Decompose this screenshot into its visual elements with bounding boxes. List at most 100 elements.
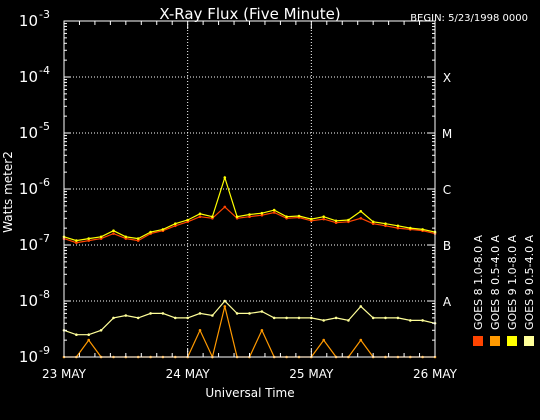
data-point (334, 219, 338, 223)
data-point (347, 218, 350, 222)
data-point (124, 235, 128, 239)
data-point (136, 239, 140, 242)
data-point (396, 226, 400, 230)
y-tick-label-exponent: -5 (39, 120, 50, 133)
data-point (136, 316, 140, 320)
legend-swatch (524, 336, 534, 346)
y-tick-label: 10 (19, 68, 38, 86)
data-point (223, 205, 227, 209)
begin-timestamp: BEGIN: 5/23/1998 0000 (410, 13, 528, 24)
data-point (87, 239, 90, 242)
legend-swatch (507, 336, 517, 346)
data-point (99, 235, 103, 239)
data-point (285, 316, 288, 320)
y-tick-label-base: 10 (19, 12, 38, 30)
data-point (99, 237, 103, 240)
data-point (124, 237, 128, 240)
data-point (186, 316, 189, 320)
data-point (371, 316, 375, 320)
data-point (371, 220, 375, 224)
data-point (359, 338, 363, 342)
data-point (235, 215, 239, 218)
data-point (409, 319, 412, 322)
data-point (75, 333, 78, 337)
data-point (112, 232, 115, 235)
legend: GOES 8 1.0-8.0 A GOES 8 0.5-4.0 A GOES 9 1… (472, 234, 536, 346)
data-point (371, 222, 375, 225)
data-point (87, 338, 90, 342)
data-point (248, 213, 251, 216)
data-point (174, 224, 177, 228)
data-point (112, 229, 115, 232)
data-point (124, 314, 128, 317)
y-tick-label-exponent: -8 (39, 288, 50, 301)
data-point (136, 237, 140, 240)
y-tick-label-exponent: -3 (39, 8, 50, 21)
y-tick-label: 10 (19, 12, 38, 30)
x-tick-label: 26 MAY (413, 367, 458, 381)
flare-class-label: B (443, 239, 451, 253)
data-point (260, 329, 264, 332)
y-tick-label-base: 10 (19, 292, 38, 310)
data-point (396, 316, 400, 320)
data-point (260, 213, 264, 217)
x-tick-label: 24 MAY (166, 367, 211, 381)
data-point (211, 314, 214, 317)
data-point (186, 220, 189, 224)
data-point (359, 210, 363, 213)
data-point (223, 176, 227, 179)
data-point (112, 316, 115, 320)
legend-swatch (473, 336, 483, 346)
legend-swatch (490, 336, 500, 346)
data-point (198, 329, 202, 332)
data-point (334, 221, 338, 224)
data-point (409, 226, 412, 230)
y-tick-label: 10 (19, 292, 38, 310)
y-tick-label-exponent: -9 (39, 344, 50, 357)
legend-label: GOES 9 1.0-8.0 A (506, 234, 519, 330)
data-point (248, 312, 251, 315)
flare-class-label: M (442, 127, 452, 141)
data-point (347, 319, 350, 322)
data-point (149, 230, 152, 234)
flare-class-label: C (443, 183, 451, 197)
data-point (174, 222, 177, 225)
legend-label: GOES 8 1.0-8.0 A (472, 234, 485, 330)
data-point (99, 329, 103, 332)
data-point (310, 217, 313, 221)
x-tick-label: 25 MAY (289, 367, 334, 381)
data-point (421, 228, 424, 231)
legend-label: GOES 9 0.5-4.0 A (523, 234, 536, 330)
data-point (198, 215, 202, 218)
y-tick-label-exponent: -6 (39, 176, 50, 189)
x-axis-label: Universal Time (205, 386, 294, 400)
y-tick-label-base: 10 (19, 236, 38, 254)
data-point (161, 228, 165, 231)
data-point (384, 316, 387, 320)
data-point (384, 222, 387, 225)
chart-title: X-Ray Flux (Five Minute) (159, 5, 340, 23)
flare-class-label: X (443, 71, 451, 85)
data-point (260, 310, 264, 313)
data-point (421, 319, 424, 322)
data-point (174, 316, 177, 320)
y-tick-label-base: 10 (19, 124, 38, 142)
y-tick-label: 10 (19, 236, 38, 254)
data-point (384, 224, 387, 228)
data-point (75, 241, 78, 244)
axis-ticks: 10-910-810-710-610-510-410 -323 MAY 24 MAY… (19, 8, 458, 381)
data-point (248, 215, 251, 218)
y-tick-label: 10 (19, 180, 38, 198)
data-point (310, 316, 313, 320)
data-point (223, 299, 227, 303)
data-point (334, 316, 338, 320)
data-point (272, 316, 276, 320)
grid-lines (64, 21, 435, 357)
data-point (161, 312, 165, 315)
data-point (272, 211, 276, 214)
data-point (285, 215, 288, 218)
y-axis-label: Watts meter2 (1, 151, 15, 233)
y-tick-label-base: 10 (19, 68, 38, 86)
data-point (359, 217, 363, 220)
